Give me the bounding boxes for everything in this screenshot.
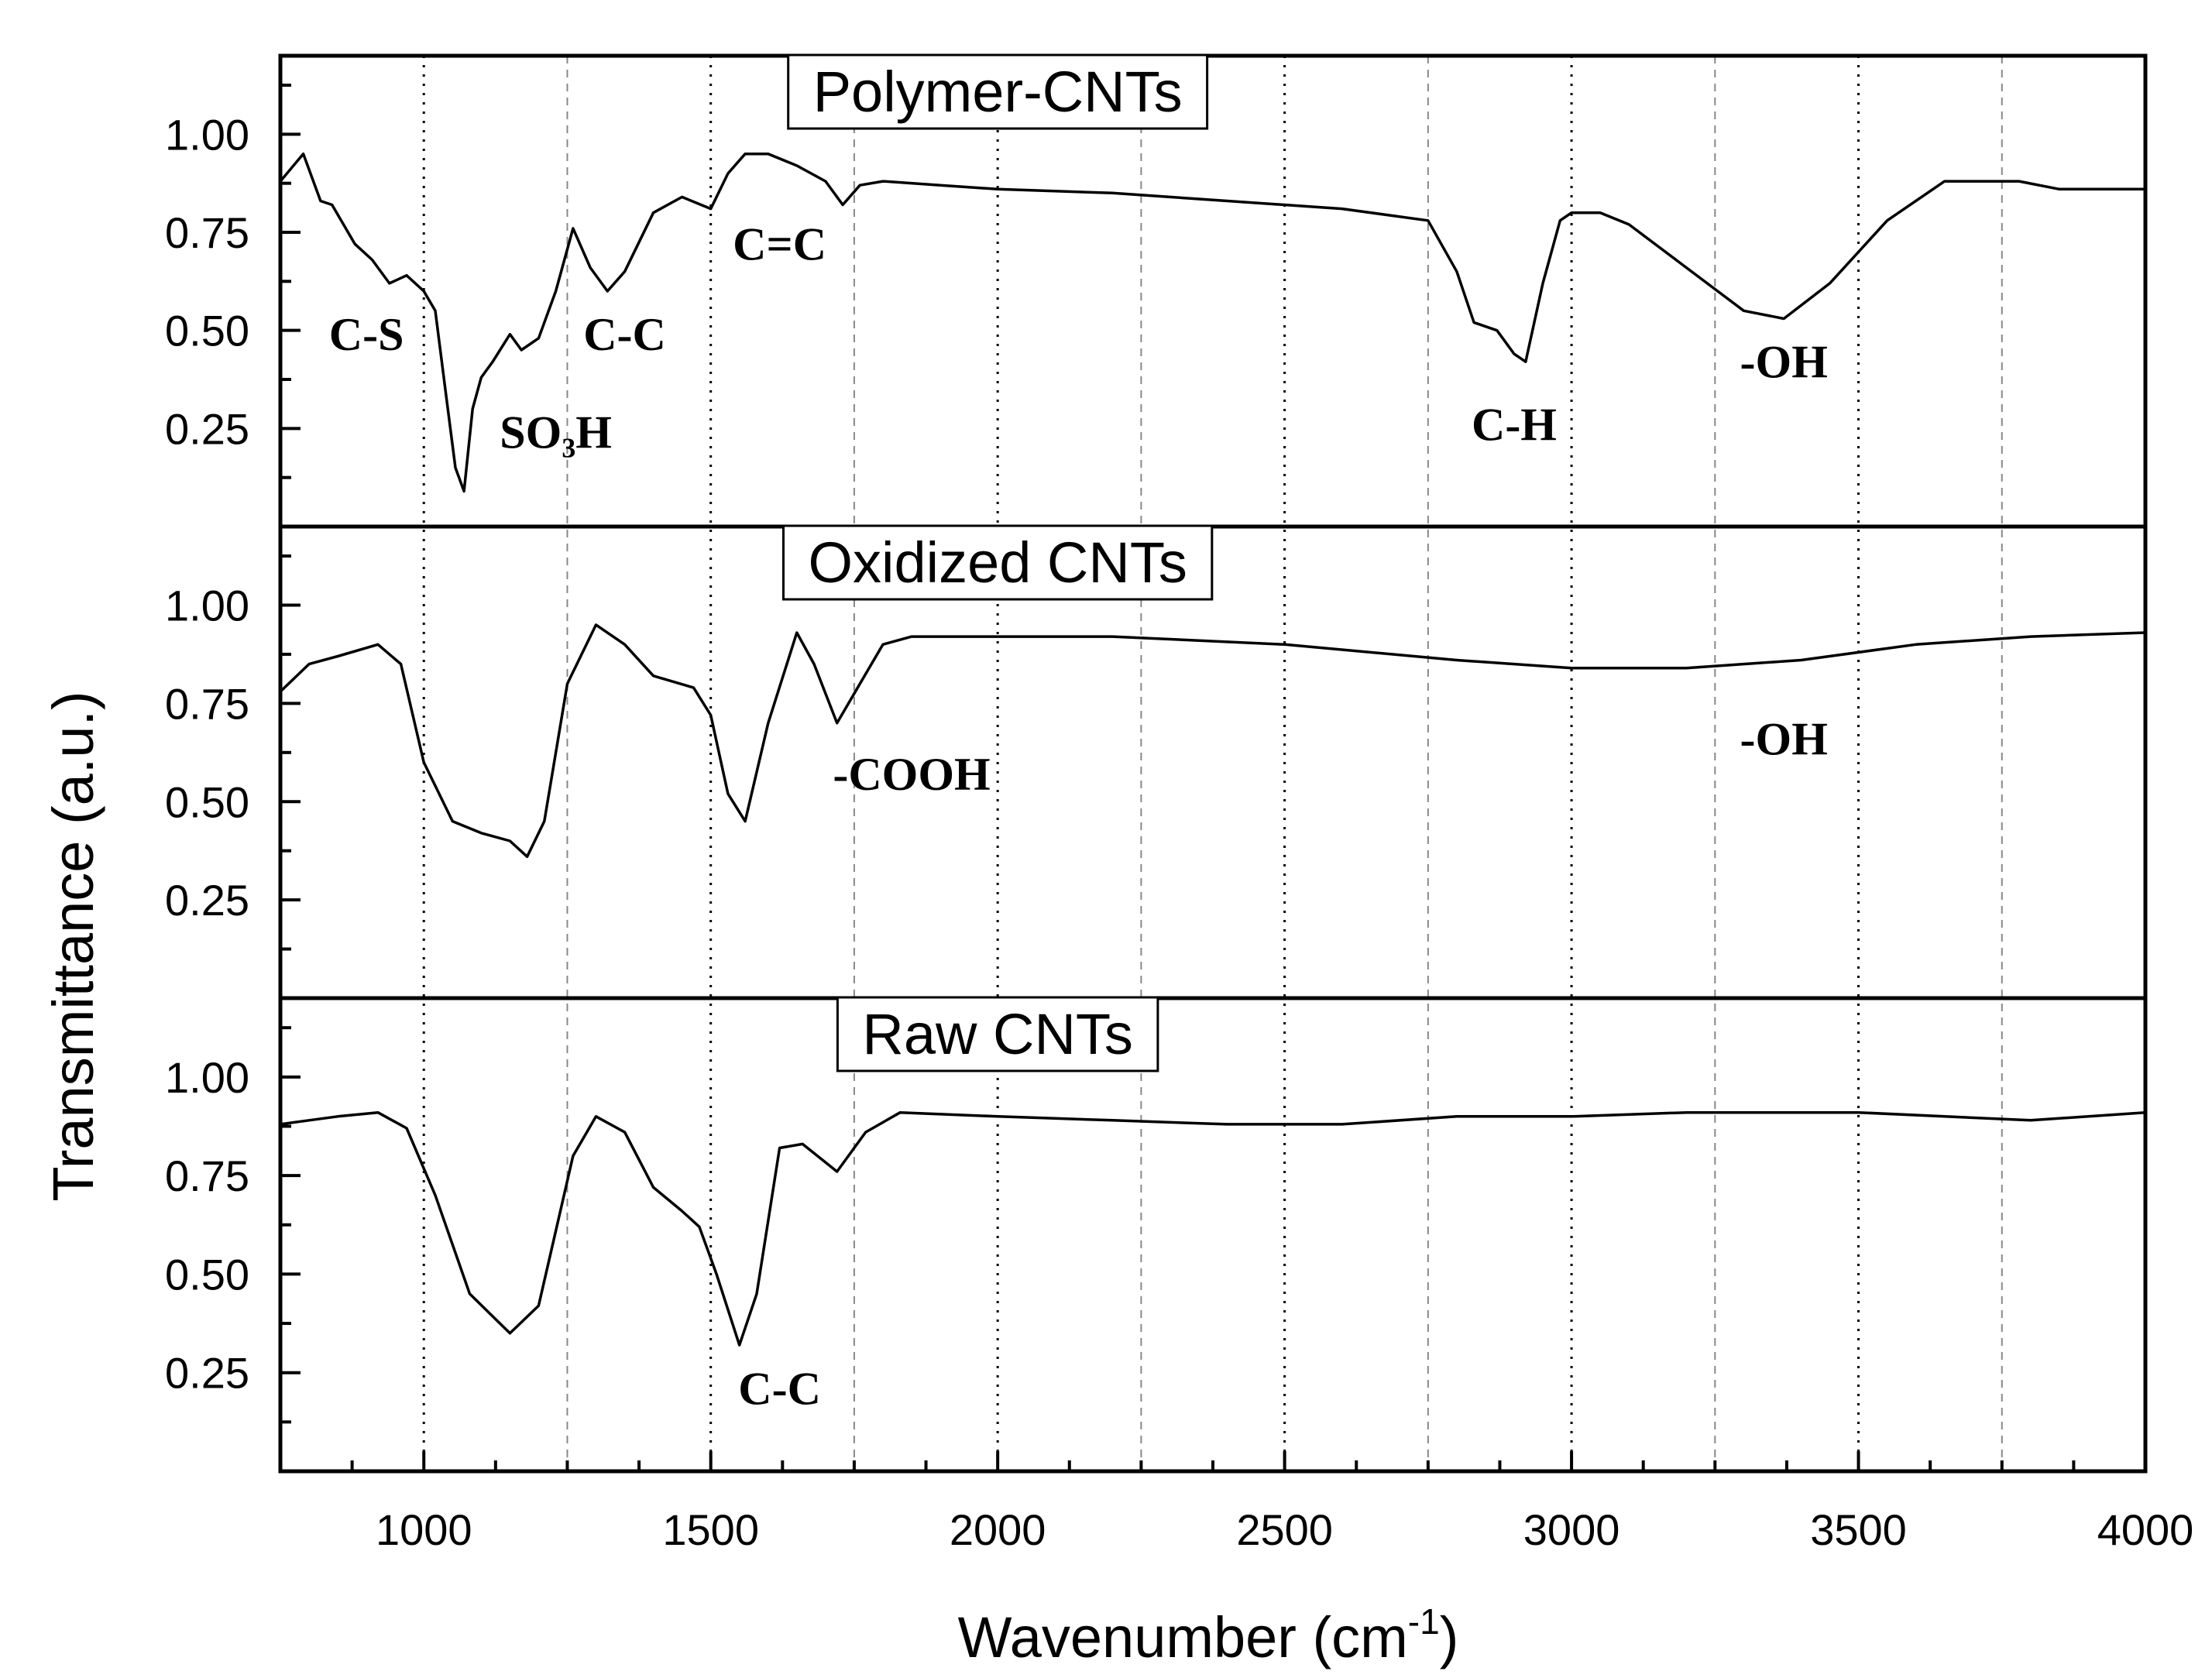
x-tick-label-2000: 2000 bbox=[950, 1505, 1046, 1554]
panel-label-box-polymer-cnts bbox=[787, 53, 1209, 130]
x-axis-title: Wavenumber (cm-1) bbox=[958, 1601, 1459, 1669]
annotation-raw-cnts-0: C-C bbox=[738, 1363, 821, 1414]
x-tick-label-3500: 3500 bbox=[1810, 1505, 1907, 1554]
y-tick-label-polymer-cnts-0.50: 0.50 bbox=[165, 307, 249, 355]
y-tick-label-polymer-cnts-1.00: 1.00 bbox=[165, 110, 249, 159]
axis-ticks: 1000 1500 2000 2500 3000 3500 4000 0.25 0.50 0.75… bbox=[165, 84, 2194, 1554]
annotation-polymer-cnts-2: C-C bbox=[583, 309, 666, 360]
labels-layer: Polymer-CNTs C-S SO₃H C-C C=C C-H -OH Oxidized … bbox=[329, 53, 1828, 1414]
y-axis-title: Transmittance (a.u.) bbox=[41, 691, 105, 1201]
panel-label-box-oxidized-cnts bbox=[781, 524, 1214, 601]
y-tick-label-raw-cnts-0.25: 0.25 bbox=[165, 1349, 249, 1398]
x-tick-label-3000: 3000 bbox=[1523, 1505, 1620, 1554]
spectrum-curves bbox=[279, 152, 2146, 1347]
panel-label-raw-cnts: Raw CNTs bbox=[862, 1002, 1132, 1066]
y-tick-label-raw-cnts-1.00: 1.00 bbox=[165, 1053, 249, 1102]
y-tick-label-polymer-cnts-0.75: 0.75 bbox=[165, 208, 249, 257]
panel-label-polymer-cnts: Polymer-CNTs bbox=[813, 60, 1183, 124]
y-tick-label-polymer-cnts-0.25: 0.25 bbox=[165, 404, 249, 453]
panel-label-oxidized-cnts: Oxidized CNTs bbox=[808, 530, 1187, 595]
y-tick-label-raw-cnts-0.75: 0.75 bbox=[165, 1151, 249, 1200]
plot-border bbox=[278, 53, 2148, 1474]
annotation-oxidized-cnts-1: -OH bbox=[1740, 713, 1828, 764]
annotation-polymer-cnts-1: SO₃H bbox=[500, 407, 612, 458]
annotation-polymer-cnts-5: -OH bbox=[1740, 336, 1828, 387]
x-tick-label-1500: 1500 bbox=[662, 1505, 759, 1554]
y-tick-label-oxidized-cnts-0.25: 0.25 bbox=[165, 876, 249, 925]
plot-frame bbox=[278, 53, 2148, 1474]
y-tick-label-oxidized-cnts-0.50: 0.50 bbox=[165, 777, 249, 826]
spectrum-raw-cnts bbox=[280, 1110, 2146, 1347]
x-tick-label-1000: 1000 bbox=[376, 1505, 472, 1554]
annotation-polymer-cnts-3: C=C bbox=[733, 218, 826, 269]
y-tick-label-raw-cnts-0.50: 0.50 bbox=[165, 1250, 249, 1299]
annotation-oxidized-cnts-0: -COOH bbox=[833, 749, 990, 800]
annotation-polymer-cnts-0: C-S bbox=[329, 309, 404, 360]
spectrum-polymer-cnts bbox=[279, 152, 2145, 493]
spectrum-oxidized-cnts bbox=[279, 623, 2146, 859]
annotation-polymer-cnts-4: C-H bbox=[1472, 400, 1557, 451]
y-tick-label-oxidized-cnts-1.00: 1.00 bbox=[165, 582, 249, 630]
panel-label-box-raw-cnts bbox=[836, 996, 1159, 1072]
x-tick-label-4000: 4000 bbox=[2097, 1505, 2194, 1554]
x-tick-label-2500: 2500 bbox=[1236, 1505, 1333, 1554]
x-axis-title-superscript: -1 bbox=[1408, 1601, 1440, 1642]
y-tick-label-oxidized-cnts-0.75: 0.75 bbox=[165, 679, 249, 728]
